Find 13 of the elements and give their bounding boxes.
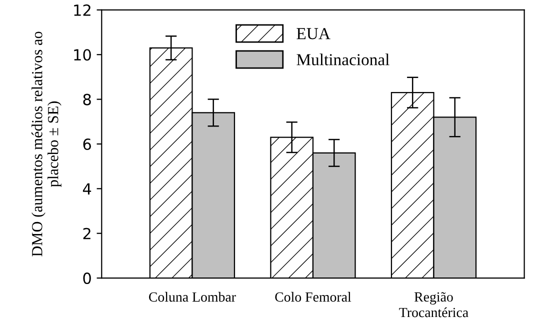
y-tick-label: 12 <box>74 4 90 16</box>
y-tick-label: 4 <box>82 183 92 194</box>
y-tick-label: 6 <box>83 138 91 150</box>
y-axis-title: DMO (aumentos médios relativos ao placebo ± SE) <box>32 32 62 256</box>
y-tick-label: 10 <box>74 49 91 61</box>
legend-label: EUA <box>296 28 330 40</box>
y-tick-label: 2 <box>83 228 90 240</box>
x-tick-label: Região Trocantérica <box>399 292 468 318</box>
legend-label: Multinacional <box>296 54 390 66</box>
y-tick-label: 8 <box>83 94 91 106</box>
x-tick-label: Colo Femoral <box>275 292 352 302</box>
x-tick-label: Coluna Lombar <box>149 292 236 302</box>
y-tick-label: 0 <box>83 272 91 284</box>
